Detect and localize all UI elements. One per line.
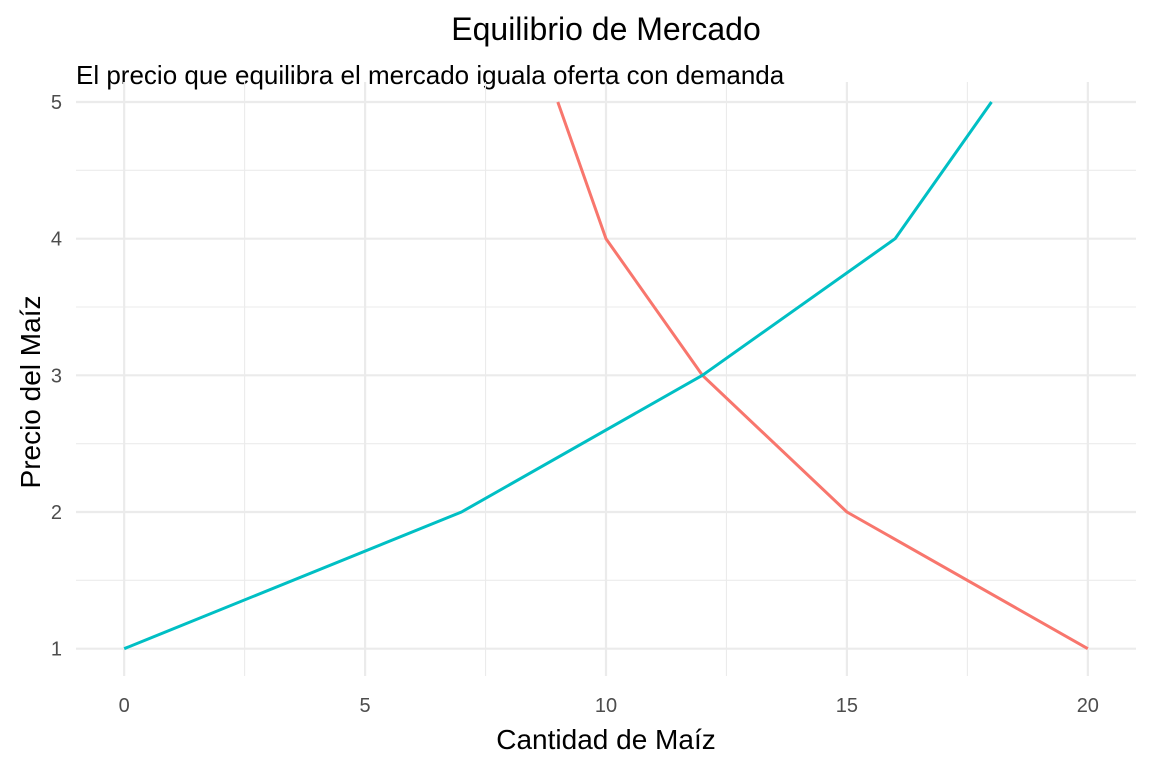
tick-labels: 0 5 10 15 20 1 2 3 4 5 bbox=[51, 92, 1099, 717]
y-axis-title: Precio del Maíz bbox=[15, 296, 46, 489]
y-tick-label: 1 bbox=[51, 639, 62, 661]
chart-subtitle: El precio que equilibra el mercado igual… bbox=[76, 60, 785, 90]
y-tick-label: 4 bbox=[51, 229, 62, 251]
series-layer bbox=[123, 101, 1089, 651]
x-tick-label: 15 bbox=[836, 695, 858, 717]
y-tick-label: 3 bbox=[51, 365, 62, 387]
chart-title: Equilibrio de Mercado bbox=[451, 11, 761, 47]
x-tick-label: 20 bbox=[1077, 695, 1099, 717]
x-tick-label: 5 bbox=[360, 695, 371, 717]
y-tick-label: 2 bbox=[51, 502, 62, 524]
x-axis-title: Cantidad de Maíz bbox=[496, 724, 715, 755]
y-tick-label: 5 bbox=[51, 92, 62, 114]
supply-series-line bbox=[123, 101, 993, 651]
x-tick-label: 0 bbox=[119, 695, 130, 717]
x-tick-label: 10 bbox=[595, 695, 617, 717]
